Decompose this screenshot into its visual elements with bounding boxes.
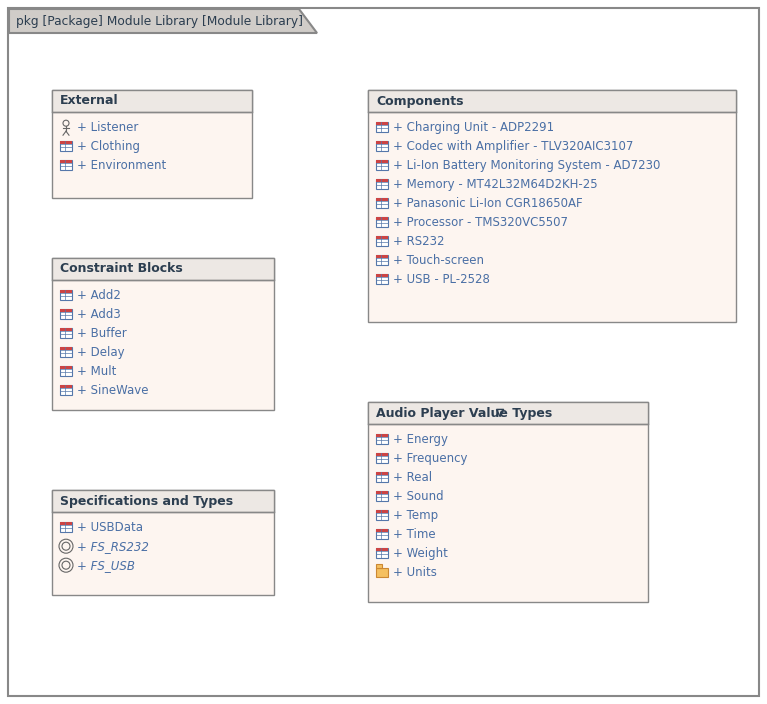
- Text: + Processor - TMS320VC5507: + Processor - TMS320VC5507: [393, 215, 568, 229]
- Text: + SineWave: + SineWave: [77, 384, 149, 396]
- Text: + Panasonic Li-Ion CGR18650AF: + Panasonic Li-Ion CGR18650AF: [393, 196, 583, 210]
- Text: + Real: + Real: [393, 471, 432, 484]
- Text: + Units: + Units: [393, 566, 437, 579]
- Bar: [376, 453, 388, 463]
- Bar: [60, 290, 72, 300]
- Bar: [376, 255, 388, 258]
- Text: + Charging Unit - ADP2291: + Charging Unit - ADP2291: [393, 120, 554, 134]
- Text: + Mult: + Mult: [77, 365, 117, 378]
- Text: + Li-Ion Battery Monitoring System - AD7230: + Li-Ion Battery Monitoring System - AD7…: [393, 158, 660, 172]
- Bar: [376, 491, 388, 494]
- Bar: [376, 491, 388, 501]
- Text: + Add3: + Add3: [77, 308, 120, 321]
- Text: pkg [Package] Module Library [Module Library]: pkg [Package] Module Library [Module Lib…: [16, 15, 303, 27]
- Bar: [376, 529, 388, 532]
- Bar: [376, 218, 388, 220]
- Text: + Sound: + Sound: [393, 490, 443, 503]
- Bar: [376, 218, 388, 227]
- Bar: [376, 142, 388, 144]
- Bar: [368, 402, 648, 424]
- Text: + Energy: + Energy: [393, 433, 448, 446]
- Bar: [376, 510, 388, 513]
- Bar: [376, 142, 388, 151]
- Bar: [52, 258, 274, 280]
- Bar: [376, 237, 388, 246]
- Text: + Clothing: + Clothing: [77, 139, 140, 153]
- Bar: [60, 522, 72, 525]
- Text: + FS_RS232: + FS_RS232: [77, 540, 149, 553]
- Bar: [60, 309, 72, 319]
- Text: + USBData: + USBData: [77, 521, 143, 534]
- Text: + Weight: + Weight: [393, 547, 448, 560]
- Bar: [52, 258, 274, 410]
- Text: Components: Components: [376, 94, 463, 108]
- Bar: [376, 161, 388, 170]
- Bar: [60, 347, 72, 357]
- Bar: [376, 122, 388, 132]
- Bar: [60, 366, 72, 369]
- Bar: [52, 90, 252, 112]
- Text: Specifications and Types: Specifications and Types: [60, 494, 233, 508]
- Bar: [52, 490, 274, 512]
- Bar: [376, 199, 388, 201]
- Bar: [376, 434, 388, 444]
- Text: + Frequency: + Frequency: [393, 452, 468, 465]
- Bar: [60, 142, 72, 144]
- Text: Audio Player Value Types: Audio Player Value Types: [376, 406, 552, 420]
- Bar: [376, 564, 382, 567]
- Bar: [52, 490, 274, 595]
- Text: + Environment: + Environment: [77, 158, 166, 172]
- Bar: [376, 472, 388, 475]
- Text: + Codec with Amplifier - TLV320AIC3107: + Codec with Amplifier - TLV320AIC3107: [393, 139, 634, 153]
- Bar: [368, 402, 648, 602]
- Text: + USB - PL-2528: + USB - PL-2528: [393, 272, 490, 286]
- Bar: [376, 453, 388, 456]
- Text: + Temp: + Temp: [393, 509, 438, 522]
- Bar: [60, 161, 72, 163]
- Bar: [60, 161, 72, 170]
- Bar: [60, 328, 72, 338]
- Bar: [52, 90, 252, 198]
- Bar: [60, 385, 72, 388]
- Bar: [376, 567, 388, 577]
- Bar: [376, 274, 388, 284]
- Text: + RS232: + RS232: [393, 234, 445, 248]
- Bar: [376, 199, 388, 208]
- Bar: [368, 90, 736, 322]
- Text: + Add2: + Add2: [77, 289, 121, 302]
- Bar: [376, 180, 388, 182]
- Bar: [376, 255, 388, 265]
- Text: + Memory - MT42L32M64D2KH-25: + Memory - MT42L32M64D2KH-25: [393, 177, 597, 191]
- Bar: [376, 529, 388, 539]
- Bar: [60, 366, 72, 376]
- Text: + Time: + Time: [393, 528, 436, 541]
- Text: + Delay: + Delay: [77, 346, 124, 359]
- Bar: [376, 548, 388, 558]
- Bar: [376, 434, 388, 437]
- Bar: [376, 161, 388, 163]
- Bar: [60, 142, 72, 151]
- Polygon shape: [9, 9, 317, 33]
- Text: + Listener: + Listener: [77, 120, 138, 134]
- Bar: [60, 290, 72, 293]
- Text: External: External: [60, 94, 119, 108]
- Bar: [376, 274, 388, 277]
- Bar: [368, 90, 736, 112]
- Text: + Buffer: + Buffer: [77, 327, 127, 340]
- Bar: [376, 237, 388, 239]
- Text: Constraint Blocks: Constraint Blocks: [60, 263, 183, 275]
- Bar: [60, 522, 72, 532]
- Bar: [376, 122, 388, 125]
- Bar: [60, 385, 72, 395]
- Bar: [60, 328, 72, 331]
- Bar: [60, 347, 72, 350]
- Bar: [376, 510, 388, 520]
- Bar: [60, 309, 72, 312]
- Bar: [376, 548, 388, 551]
- Bar: [376, 472, 388, 482]
- Bar: [376, 180, 388, 189]
- Text: + Touch-screen: + Touch-screen: [393, 253, 484, 267]
- Text: + FS_USB: + FS_USB: [77, 559, 135, 572]
